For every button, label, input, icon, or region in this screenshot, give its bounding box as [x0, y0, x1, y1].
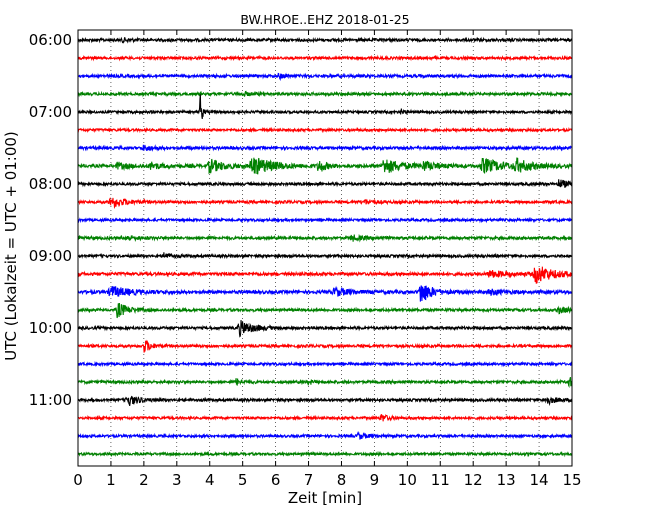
seismogram-trace — [77, 196, 573, 210]
seismogram-trace — [77, 90, 573, 98]
seismogram-trace — [77, 126, 573, 134]
seismogram-trace — [77, 414, 573, 422]
y-tick-label: 08:00 — [29, 175, 72, 193]
seismogram-trace — [77, 72, 573, 82]
seismogram-trace — [77, 320, 573, 338]
seismogram-trace — [77, 377, 573, 389]
axis-ticks: 0 1 2 3 4 5 6 7 8 9 10 11 12 13 14 1506:0007:0008:0009:… — [29, 30, 582, 489]
grid-lines — [110, 30, 540, 466]
seismogram-trace — [77, 252, 573, 260]
seismogram-trace — [77, 179, 573, 188]
seismogram-trace — [77, 266, 573, 284]
x-tick-label: 15 — [562, 471, 581, 489]
x-tick-label: 3 — [172, 471, 182, 489]
y-tick-label: 09:00 — [29, 247, 72, 265]
x-tick-label: 13 — [497, 471, 516, 489]
seismogram-trace — [77, 339, 573, 353]
x-tick-label: 1 — [106, 471, 116, 489]
x-tick-label: 14 — [530, 471, 549, 489]
seismogram-trace — [77, 450, 573, 458]
seismogram-trace — [77, 36, 573, 44]
x-tick-label: 6 — [271, 471, 281, 489]
seismogram-trace — [77, 285, 573, 302]
x-tick-label: 7 — [304, 471, 314, 489]
chart-title: BW.HROE..EHZ 2018-01-25 — [240, 12, 409, 27]
seismogram-trace — [77, 360, 573, 368]
x-tick-label: 5 — [238, 471, 248, 489]
y-axis-label: UTC (Lokalzeit = UTC + 01:00) — [2, 131, 20, 361]
x-tick-label: 9 — [370, 471, 380, 489]
x-tick-label: 10 — [398, 471, 417, 489]
seismogram-trace — [77, 430, 573, 440]
seismogram-trace — [77, 94, 573, 120]
y-tick-label: 06:00 — [29, 31, 72, 49]
seismogram-trace — [77, 144, 573, 152]
plot-frame — [77, 29, 573, 467]
x-tick-label: 8 — [337, 471, 347, 489]
seismogram-trace — [77, 233, 573, 243]
y-tick-label: 10:00 — [29, 319, 72, 337]
x-tick-label: 2 — [139, 471, 149, 489]
seismogram-trace — [77, 216, 573, 224]
seismogram-trace — [77, 157, 573, 175]
seismogram-trace — [77, 395, 573, 407]
y-tick-label: 11:00 — [29, 391, 72, 409]
y-tick-label: 07:00 — [29, 103, 72, 121]
x-tick-label: 11 — [431, 471, 450, 489]
seismogram-trace — [77, 54, 573, 62]
x-tick-label: 12 — [464, 471, 483, 489]
trace-group — [77, 36, 573, 458]
seismogram-trace — [77, 302, 573, 319]
x-tick-label: 4 — [205, 471, 215, 489]
x-tick-label: 0 — [73, 471, 83, 489]
x-axis-label: Zeit [min] — [288, 489, 362, 507]
